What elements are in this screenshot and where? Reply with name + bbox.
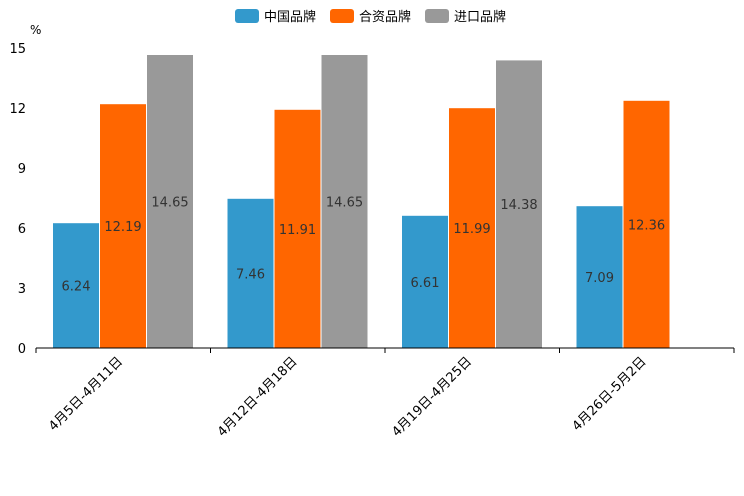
y-tick-label: 6 <box>18 222 26 237</box>
y-tick-label: 12 <box>9 102 26 117</box>
bar <box>53 223 99 348</box>
x-category-label: 4月5日-4月11日 <box>46 354 126 434</box>
x-category-label: 4月12日-4月18日 <box>215 354 301 440</box>
y-tick-label: 9 <box>18 162 26 177</box>
bars <box>53 55 670 349</box>
y-axis-unit: % <box>30 23 41 37</box>
y-tick-label: 0 <box>18 342 26 357</box>
bar <box>449 108 495 348</box>
bar-value-label: 14.38 <box>500 198 537 213</box>
bar <box>623 100 670 348</box>
bar-value-label: 7.09 <box>585 271 614 286</box>
bar-value-label: 6.61 <box>411 276 440 291</box>
bar-value-label: 7.46 <box>236 267 265 282</box>
legend: 中国品牌 合资品牌 进口品牌 <box>235 9 506 25</box>
bar-value-label: 14.65 <box>151 196 188 211</box>
bar <box>496 60 542 349</box>
bar-value-label: 14.65 <box>326 196 363 211</box>
y-tick-label: 3 <box>18 282 26 297</box>
bar <box>147 55 193 348</box>
bar <box>274 109 321 348</box>
bar-value-label: 12.19 <box>104 220 141 235</box>
bar <box>100 104 146 348</box>
x-axis-ticks: 4月5日-4月11日 4月12日-4月18日 4月19日-4月25日 4月26日-5月… <box>35 348 735 440</box>
legend-swatch <box>330 9 354 23</box>
bar <box>227 198 274 348</box>
x-category-label: 4月26日-5月2日 <box>570 354 650 434</box>
legend-label: 进口品牌 <box>454 9 506 25</box>
legend-swatch <box>235 9 259 23</box>
bar <box>402 215 448 348</box>
bar-value-label: 12.36 <box>628 218 665 233</box>
data-labels: 6.24 12.19 14.65 7.46 11.91 14.65 6.61 11.99 14.… <box>62 196 666 295</box>
bar-value-label: 11.99 <box>453 222 490 237</box>
bar <box>576 206 623 348</box>
y-tick-label: 15 <box>9 42 26 57</box>
legend-label: 中国品牌 <box>264 9 316 25</box>
y-axis-ticks: 0 3 6 9 12 15 <box>9 42 26 357</box>
legend-swatch <box>425 9 449 23</box>
legend-label: 合资品牌 <box>359 9 411 25</box>
bar-value-label: 6.24 <box>62 280 91 295</box>
bar <box>321 55 368 348</box>
x-category-label: 4月19日-4月25日 <box>389 354 475 440</box>
bar-value-label: 11.91 <box>279 223 316 238</box>
